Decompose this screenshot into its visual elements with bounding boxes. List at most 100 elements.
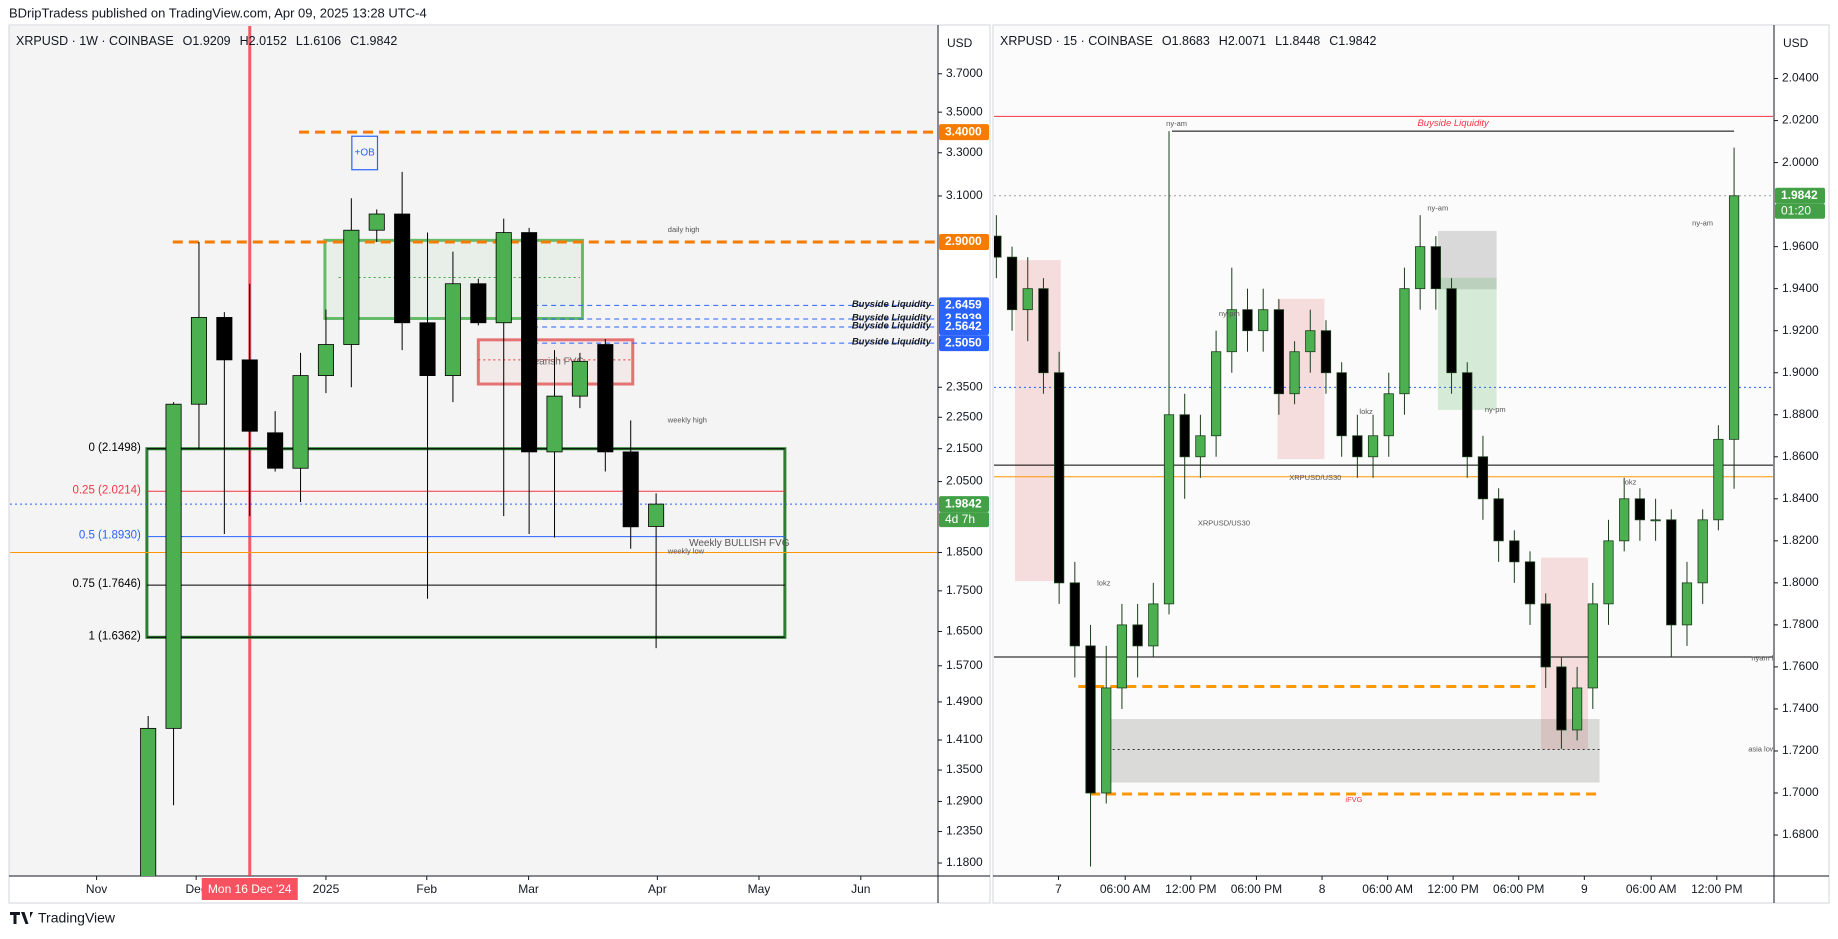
candle-body — [1054, 372, 1065, 584]
candle-body — [1195, 435, 1206, 458]
x-tick-label: 12:00 PM — [1691, 882, 1742, 896]
candle-body — [368, 213, 385, 231]
zone-label: +OB — [355, 148, 376, 159]
zone-label: Bearish FVG — [527, 357, 584, 368]
x-highlight-label: Mon 16 Dec '24 — [208, 882, 292, 896]
candle-body — [1352, 435, 1363, 458]
brand-logo — [10, 912, 33, 924]
candle-body — [1697, 519, 1708, 584]
y-tick-label: 1.8500 — [946, 545, 983, 559]
candle-body — [1477, 456, 1489, 500]
annotation: Weekly BULLISH FVG — [689, 538, 790, 549]
y-tick-label: 1.2900 — [946, 794, 983, 808]
y-tick-label: 3.1000 — [946, 188, 983, 202]
candle-body — [546, 395, 563, 453]
candle-body — [216, 317, 233, 361]
candle-body — [1603, 540, 1614, 605]
price-badge — [939, 297, 989, 314]
candle-body — [521, 232, 538, 453]
y-tick-label: 1.6800 — [1782, 827, 1819, 841]
candle-body — [1634, 498, 1646, 521]
annotation: lokz — [1097, 578, 1111, 587]
candle-body — [1681, 582, 1693, 626]
y-tick-label: 3.7000 — [946, 66, 983, 80]
candle-body — [1258, 309, 1269, 332]
candle-body — [1069, 582, 1080, 647]
brand: TradingView — [38, 910, 116, 926]
level-label: 0.25 (2.0214) — [72, 484, 141, 496]
currency: USD — [947, 36, 973, 50]
y-tick-label: 1.2350 — [946, 824, 983, 838]
ohlc-key: L — [1275, 34, 1282, 48]
symbol-header: XRPUSD · 15 · COINBASE O1.8683 H2.0071 L1.8… — [1000, 34, 1377, 48]
x-tick-label: Apr — [648, 882, 667, 896]
candle-body — [1666, 519, 1677, 626]
level-label: 0.5 (1.8930) — [79, 530, 141, 542]
price-badge-label: 2.9000 — [945, 234, 982, 248]
y-tick-label: 1.8800 — [1782, 407, 1819, 421]
candle-body — [343, 229, 360, 345]
y-tick-label: 2.0400 — [1782, 71, 1819, 85]
annotation: weekly high — [667, 415, 707, 424]
y-tick-label: 1.7400 — [1782, 701, 1819, 715]
candle-body — [994, 235, 1002, 258]
annotation: asia low — [1748, 744, 1776, 753]
annotation: iFVG — [1345, 795, 1362, 804]
candle-body — [1305, 330, 1316, 353]
y-tick-label: 2.0200 — [1782, 113, 1819, 127]
price-badge-label: 2.5050 — [945, 335, 982, 349]
x-tick-label: 06:00 PM — [1493, 882, 1544, 896]
x-tick-label: 8 — [1319, 882, 1326, 896]
price-badge-sub — [1775, 203, 1825, 219]
y-tick-label: 2.3500 — [946, 379, 983, 393]
y-tick-label: 1.9400 — [1782, 281, 1819, 295]
candle-body — [1713, 438, 1724, 521]
annotation: XRPUSD/US30 — [1289, 473, 1341, 482]
ohlc-value: 1.6106 — [303, 34, 341, 48]
price-badge-sub-label: 01:20 — [1781, 203, 1811, 217]
ohlc-value: 1.8448 — [1282, 34, 1320, 48]
candle-body — [190, 317, 207, 405]
candle-body — [444, 283, 461, 376]
price-badge-label: 3.4000 — [945, 124, 982, 138]
ohlc-key: H — [240, 34, 249, 48]
price-badge — [939, 496, 989, 513]
annotation: weekly low — [667, 547, 705, 556]
candle-body — [292, 375, 309, 469]
annotation: ny-pm — [1219, 309, 1240, 318]
candle-body — [1163, 414, 1175, 605]
candle-body — [1132, 624, 1143, 647]
ohlc-value: 1.9209 — [192, 34, 230, 48]
price-badge-label: 2.6459 — [945, 298, 982, 312]
zone — [1437, 230, 1497, 290]
y-tick-label: 3.5000 — [946, 104, 983, 118]
candle-body — [571, 360, 588, 397]
ohlc-key: O — [183, 34, 193, 48]
candle-body — [1540, 603, 1551, 668]
price-badge-label: 1.9842 — [945, 496, 982, 510]
ohlc-value: 2.0152 — [249, 34, 287, 48]
y-tick-label: 1.8200 — [1782, 533, 1819, 547]
candle-body — [622, 451, 639, 528]
y-tick-label: 1.8400 — [1782, 491, 1819, 505]
candle-body — [1006, 256, 1018, 311]
level-label: Buyside Liquidity — [852, 321, 932, 332]
candle-body — [495, 232, 512, 324]
right-pane — [994, 26, 1773, 876]
candle-body — [1619, 498, 1630, 542]
annotation: lokz — [1623, 478, 1637, 487]
candle-body — [1430, 246, 1441, 290]
y-tick-label: 1.7200 — [1782, 743, 1819, 757]
annotation: ny-am — [1166, 119, 1187, 128]
y-tick-label: 1.6500 — [946, 624, 983, 638]
candle-body — [1320, 330, 1332, 374]
price-badge — [1775, 187, 1825, 204]
candle-body — [1226, 309, 1237, 353]
annotation: ny-am — [1692, 219, 1713, 228]
candle-body — [1210, 351, 1222, 437]
candle-body — [419, 322, 436, 376]
level-label: 1 (1.6362) — [88, 630, 141, 642]
candle-body — [1116, 624, 1128, 689]
